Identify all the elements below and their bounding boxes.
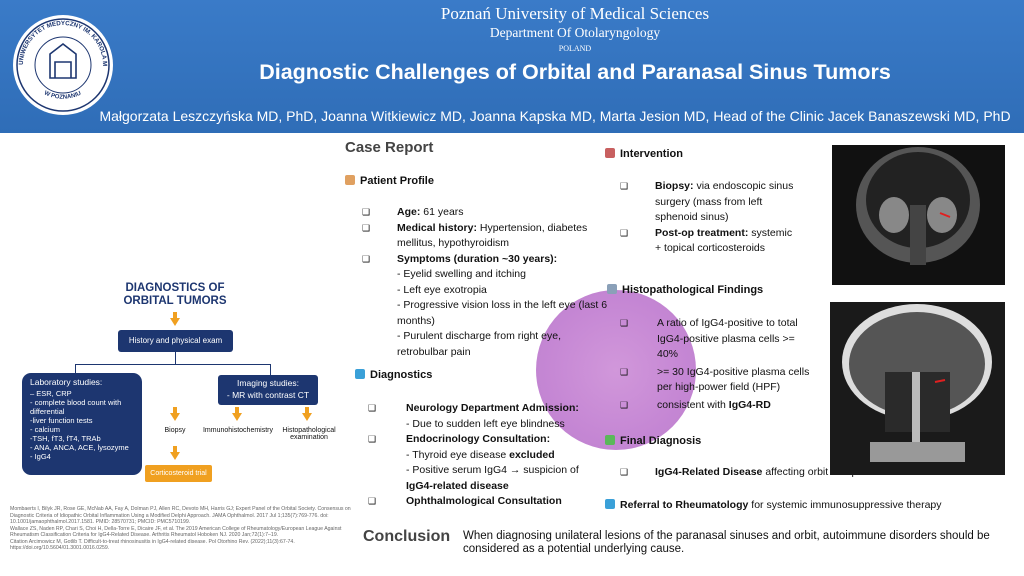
logo-city: W POZNANIU [43, 90, 82, 100]
diag-list: ❑ Neurology Department Admission: - Due to… [368, 401, 600, 510]
heading-text: Patient Profile [360, 175, 434, 187]
ct-image [830, 302, 1005, 475]
label: Referral to Rheumatology [620, 499, 749, 511]
lab-item: -liver function tests [30, 416, 93, 425]
heading-text: Diagnostics [370, 369, 433, 381]
lab-title: Laboratory studies: [30, 377, 103, 387]
country: POLAND [558, 44, 592, 53]
bullet: ❑ [620, 318, 629, 328]
heading: Final Diagnosis [605, 435, 701, 447]
logo: UNIWERSYTET MEDYCZNY IM. KAROLA MARCINKO… [12, 14, 113, 115]
text: consistent with [657, 398, 726, 411]
item-bold: excluded [509, 448, 555, 461]
histology-image [536, 290, 696, 450]
heading: Diagnostics [355, 369, 432, 381]
heading-text: Histopathological Findings [622, 284, 764, 296]
text: systemic + topical corticosteroids [655, 226, 793, 255]
item-bold: IgG4-related disease [406, 479, 509, 492]
flow-label: Histopathological examination [282, 427, 336, 441]
flow-label: Immunohistochemistry [202, 427, 274, 434]
label: Age: [397, 206, 421, 218]
reference: Mombaerts I, Bilyk JR, Rose GE, McNab AA… [10, 506, 351, 525]
heading-text: Intervention [620, 148, 683, 160]
lab-item: - IgG4 [30, 452, 51, 461]
authors: Małgorzata Leszczyńska MD, PhD, Joanna W… [99, 108, 1011, 124]
flow-title: DIAGNOSTICS OF ORBITAL TUMORS [100, 282, 250, 308]
mri-image [832, 145, 1005, 285]
bullet: ❑ [620, 366, 629, 377]
conclusion-text: When diagnosing unilateral lesions of th… [463, 530, 990, 555]
lab-item: -TSH, fT3, fT4, TRAb [30, 434, 101, 443]
conclusion-title: Conclusion [363, 528, 451, 545]
heading: Patient Profile [345, 175, 434, 187]
label: Endocrinology Consultation: [406, 433, 551, 445]
lab-item: - ANA, ANCA, ACE, lysozyme [30, 443, 129, 452]
imaging-item: - MR with contrast CT [226, 390, 310, 400]
histo-item: consistent with IgG4-RD [657, 398, 771, 414]
title: Diagnostic Challenges of Orbital and Par… [259, 60, 891, 84]
flow-title-line: DIAGNOSTICS OF [125, 282, 225, 294]
text: Hypertension, diabetes mellitus, hypothy… [397, 221, 588, 250]
histo-item: A ratio of IgG4-positive to total IgG4-p… [657, 317, 798, 360]
svg-text:W POZNANIU: W POZNANIU [43, 90, 82, 100]
histo-list: ❑ A ratio of IgG4-positive to total IgG4-… [620, 316, 815, 413]
histo-row: ❑ >= 30 IgG4-positive plasma cells per hi… [620, 365, 815, 396]
imaging-title: Imaging studies: [237, 378, 299, 388]
bullet: ❑ [620, 399, 629, 410]
intervention-list: ❑ Biopsy: via endoscopic sinus surgery (m… [620, 180, 794, 255]
item: - Positive serum IgG4 → suspicion of [406, 464, 579, 476]
imaging-box: Imaging studies: - MR with contrast CT [218, 375, 318, 405]
text: 61 years [423, 206, 464, 218]
university: Poznań University of Medical Sciences [440, 4, 710, 23]
item: - Due to sudden left eye blindness [406, 417, 565, 430]
header [0, 0, 1024, 133]
label: Neurology Department Admission: [406, 402, 579, 414]
text: for systemic immunosuppressive therapy [751, 499, 942, 511]
referral: Referral to Rheumatology for systemic im… [605, 498, 1015, 514]
flow-label: Biopsy [164, 427, 186, 434]
histo-row: ❑ consistent with IgG4-RD [620, 398, 815, 414]
symptom: - Progressive vision loss in the left ey… [397, 299, 608, 327]
heading: Intervention [605, 148, 683, 160]
lab-item: - calcium [30, 425, 61, 434]
symptom: - Purulent discharge from right eye, ret… [397, 330, 561, 358]
lab-item: – ESR, CRP [30, 389, 72, 398]
flow-title-line: ORBITAL TUMORS [123, 295, 227, 307]
item: - Thyroid eye disease [406, 448, 507, 461]
heading: Histopathological Findings [607, 284, 763, 296]
reference: Citation Arcimowicz M, Gotlib T. Difficu… [10, 538, 295, 552]
text-bold: IgG4-RD [728, 398, 771, 411]
symptom: - Eyelid swelling and itching [397, 268, 526, 280]
label: Symptoms (duration ~30 years): [397, 252, 558, 265]
label: IgG4-Related Disease [655, 466, 763, 478]
histo-row: ❑ A ratio of IgG4-positive to total IgG4-… [620, 316, 815, 363]
text: via endoscopic sinus surgery (mass from … [655, 180, 794, 223]
lab-box: Laboratory studies: – ESR, CRP - complete… [22, 373, 142, 475]
patient-list: ❑ Age: 61 years ❑ Medical history: Hyperte… [362, 205, 612, 360]
flow-box: History and physical exam [118, 330, 233, 352]
trial-box: Corticosteroid trial [145, 465, 212, 482]
symptom: - Left eye exotropia [397, 283, 487, 296]
histo-item: >= 30 IgG4-positive plasma cells per hig… [657, 365, 810, 394]
references: Mombaerts I, Bilyk JR, Rose GE, McNab AA… [10, 506, 355, 552]
label: Post-op treatment: [655, 226, 749, 239]
lab-item: - complete blood count with differential [30, 398, 122, 416]
reference: Wallace ZS, Naden RP, Chari S, Choi H, D… [10, 525, 342, 539]
heading-text: Final Diagnosis [620, 435, 702, 447]
label: Biopsy: [655, 180, 694, 192]
department: Department Of Otolaryngology [489, 25, 661, 40]
case-title: Case Report [345, 139, 434, 156]
label: Ophthalmological Consultation [406, 495, 562, 507]
label: Medical history: [397, 221, 477, 234]
